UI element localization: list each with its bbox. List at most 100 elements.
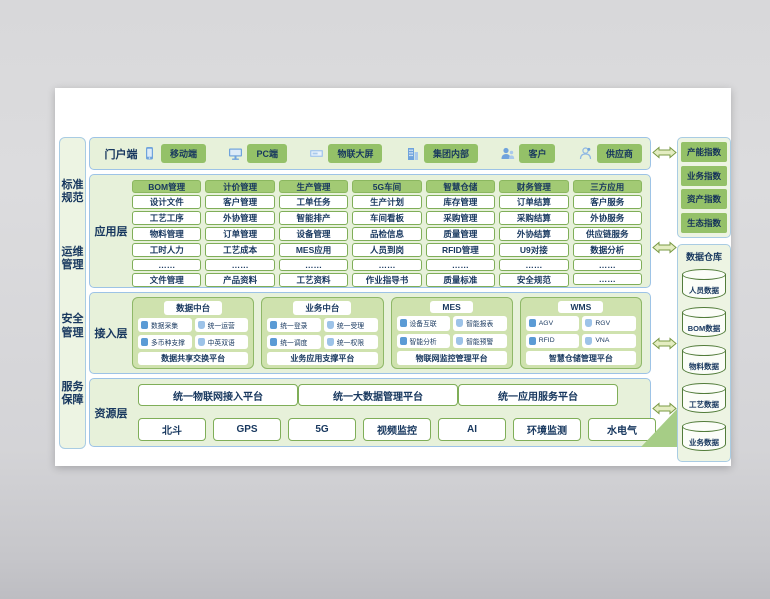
pc-icon <box>228 146 243 161</box>
access-chip-label: 统一登录 <box>280 323 308 330</box>
access-chip-label: 统一调度 <box>280 340 308 347</box>
application-column-header: 财务管理 <box>499 180 569 193</box>
vna-icon <box>585 336 593 345</box>
green-wedge-decoration <box>641 409 677 447</box>
portal-items: 移动端 PC端 物联大屏 <box>142 144 642 163</box>
pillar-label: 服务保障 <box>61 380 84 406</box>
data-collect-icon <box>141 321 148 329</box>
application-module-ellipsis: …… <box>425 259 496 271</box>
access-layer-label: 接入层 <box>94 328 128 340</box>
application-module: …… <box>572 273 642 285</box>
access-panel-title: 业务中台 <box>293 301 352 315</box>
access-chip: RGV <box>582 316 636 331</box>
pillar-label: 运维管理 <box>61 246 84 272</box>
access-chip: AGV <box>525 316 580 331</box>
application-module: 安全规范 <box>499 273 569 287</box>
operations-icon <box>197 321 205 329</box>
access-chip-label: 多币种支撑 <box>151 340 185 347</box>
access-chip-label: 统一受理 <box>336 323 365 330</box>
database-label: 物料数据 <box>689 362 719 371</box>
resource-item-row: 北斗 GPS 5G 视频监控 AI 环境监测 水电气 <box>132 418 658 441</box>
portal-group-supplier: 供应商 <box>578 144 642 163</box>
mobile-icon <box>142 146 157 161</box>
application-module: 订单管理 <box>205 227 275 241</box>
application-module: 生产计划 <box>352 195 422 209</box>
resource-platform: 统一物联网接入平台 <box>138 384 298 406</box>
application-module: 工艺成本 <box>205 243 275 257</box>
application-module-ellipsis: …… <box>499 259 569 271</box>
application-module: 订单结算 <box>499 195 569 209</box>
application-module: 车间看板 <box>352 211 422 225</box>
access-chip-label: 中英双语 <box>207 340 235 347</box>
device-icon <box>399 319 407 328</box>
access-chip: 智能分析 <box>396 333 451 348</box>
index-chip: 资产指数 <box>681 189 727 210</box>
access-chip-label: 智能分析 <box>409 338 437 346</box>
application-column-header: 三方应用 <box>572 180 642 193</box>
application-layer-label: 应用层 <box>94 226 128 238</box>
application-layer: 应用层 BOM管理 设计文件 工艺工序 物料管理 工时人力 …… 文件管理 计价… <box>89 174 651 288</box>
portal-group-customer: 客户 <box>500 144 556 163</box>
access-chip: 统一权限 <box>323 335 378 349</box>
resource-item: 水电气 <box>588 418 656 441</box>
access-chip-label: 设备互联 <box>409 321 437 329</box>
resource-layer: 资源层 统一物联网接入平台 统一大数据管理平台 统一应用服务平台 北斗 GPS 5G 视频… <box>89 378 656 447</box>
resource-item: 5G <box>288 418 356 441</box>
access-layer: 接入层 数据中台 数据采集 统一运营 多币种支撑 中英双语 数据共享交换平台 业… <box>89 292 651 374</box>
application-column: BOM管理 设计文件 工艺工序 物料管理 工时人力 …… 文件管理 <box>132 180 202 287</box>
access-panel: 业务中台 统一登录 统一受理 统一调度 统一权限 业务应用支撑平台 <box>261 297 384 369</box>
index-panel: 产能指数业务指数资产指数 生态指数 <box>677 137 731 238</box>
application-column: 5G车间 生产计划 车间看板 品检信息 人员到岗 …… 作业指导书 <box>352 180 422 287</box>
portal-chip: 物联大屏 <box>328 144 383 163</box>
application-module: 客户管理 <box>205 195 275 209</box>
access-chip: 统一受理 <box>323 318 378 332</box>
access-chip: 多币种支撑 <box>138 335 192 349</box>
application-module: 产品资料 <box>205 273 275 287</box>
application-module: 品检信息 <box>352 227 422 241</box>
access-panel-platform: 智慧仓储管理平台 <box>525 351 636 365</box>
clipboard-icon <box>326 321 334 329</box>
application-module: 质量标准 <box>425 273 496 287</box>
access-panel-chips: 数据采集 统一运营 多币种支撑 中英双语 <box>138 318 249 349</box>
application-module-ellipsis: …… <box>352 259 422 271</box>
access-chip-label: 统一运营 <box>207 323 235 330</box>
data-exchange-arrow-icon <box>652 337 677 350</box>
application-module: 工时人力 <box>132 243 202 257</box>
access-panel-chips: 统一登录 统一受理 统一调度 统一权限 <box>267 318 378 349</box>
left-pillar-bar: 标准规范 运维管理 安全管理 服务保障 <box>59 137 86 449</box>
report-icon <box>456 319 464 328</box>
user-icon <box>270 321 278 329</box>
access-chip: 智能报表 <box>453 316 507 331</box>
access-chip-label: VNA <box>595 337 610 345</box>
lock-icon <box>326 338 334 346</box>
access-chip: 设备互联 <box>396 316 451 331</box>
index-chip: 业务指数 <box>681 165 727 186</box>
application-module: 采购结算 <box>499 211 569 225</box>
data-warehouse-panel: 数据仓库 人员数据 BOM数据 物料数据 工艺数据 业务数据 <box>677 244 731 462</box>
access-chip: VNA <box>582 333 636 348</box>
application-module-ellipsis: …… <box>132 259 202 271</box>
access-chip: 统一运营 <box>194 318 249 332</box>
access-chip-label: 智能报表 <box>466 321 494 329</box>
access-chip: 数据采集 <box>138 318 192 332</box>
application-column-header: BOM管理 <box>132 180 202 193</box>
database-cylinder-icon: 物料数据 <box>682 345 726 375</box>
index-chip: 生态指数 <box>681 212 727 233</box>
access-chip-label: 数据采集 <box>151 323 179 330</box>
application-module: 作业指导书 <box>352 273 422 287</box>
analyze-icon <box>399 336 407 345</box>
access-panel-chips: AGV RGV RFID VNA <box>525 316 636 348</box>
data-warehouse-title: 数据仓库 <box>685 252 722 262</box>
data-exchange-arrow-icon <box>652 241 677 254</box>
access-chip: 统一调度 <box>267 335 321 349</box>
application-module: 文件管理 <box>132 273 202 287</box>
portal-chip: 客户 <box>519 144 556 163</box>
access-chip-label: 统一权限 <box>336 340 365 347</box>
application-module: 外协服务 <box>572 211 642 225</box>
application-module: 工单任务 <box>278 195 349 209</box>
supplier-icon <box>578 146 593 161</box>
index-chip: 产能指数 <box>681 142 727 162</box>
access-panel-platform: 物联网监控管理平台 <box>396 351 507 365</box>
rfid-icon <box>528 336 536 345</box>
